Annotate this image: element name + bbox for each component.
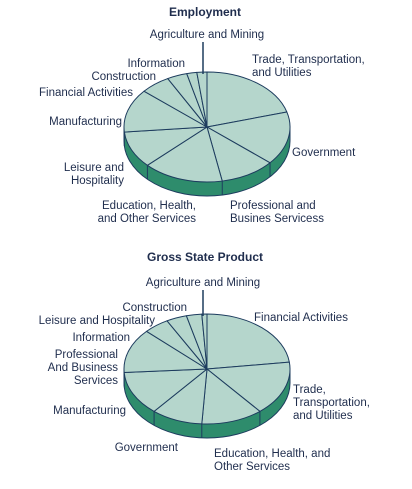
slice-financial-activities: [206, 313, 290, 370]
label-leisure-and-hospitality: Leisure and Hospitality: [39, 315, 156, 327]
chart-title-employment: Employment: [169, 5, 241, 19]
label-line: Government: [115, 442, 179, 454]
label-line: Agriculture and Mining: [146, 277, 260, 289]
label-education-health-and-other-services: Education, Health, and Other Services: [98, 200, 197, 225]
label-line: Construction: [91, 71, 156, 83]
label-line: Financial Activities: [39, 87, 133, 99]
slice-trade-transportation-and-utilities: [206, 71, 288, 128]
slice-education-health-and-other-services: [146, 126, 223, 183]
chart-title-gross-state-product: Gross State Product: [147, 250, 263, 264]
label-information: Information: [72, 332, 130, 344]
label-line: Services: [74, 375, 118, 387]
label-line: Agriculture and Mining: [150, 29, 264, 41]
label-financial-activities: Financial Activities: [254, 312, 348, 324]
label-line: Manufacturing: [49, 116, 122, 128]
slice-agriculture-and-mining: [201, 313, 208, 370]
label-professional-and-business-services: Professional And Business Services: [48, 349, 119, 387]
label-information: Information: [127, 58, 185, 70]
label-line: Trade,: [293, 384, 326, 396]
slice-manufacturing: [123, 90, 208, 133]
label-line: Hospitality: [71, 175, 124, 187]
gross-state-product-pie: [123, 290, 291, 439]
slice-government: [206, 111, 291, 164]
label-trade-transportation-and-utilities: Trade, Transportation, and Utilities: [293, 384, 370, 422]
label-leisure-and-hospitality: Leisure and Hospitality: [64, 162, 124, 187]
slice-professional-and-business-services: [123, 330, 208, 373]
label-line: Financial Activities: [254, 312, 348, 324]
label-trade-transportation-and-utilities: Trade, Transportation, and Utilities: [252, 54, 365, 79]
label-line: and Other Services: [98, 213, 197, 225]
label-line: Education, Health,: [102, 200, 196, 212]
label-line: Information: [72, 332, 130, 344]
slice-education-health-and-other-services: [201, 368, 261, 425]
label-line: Busines Servicess: [230, 213, 324, 225]
label-manufacturing: Manufacturing: [49, 116, 122, 128]
label-government: Government: [292, 147, 356, 159]
label-line: Trade, Transportation,: [252, 54, 365, 66]
slice-manufacturing: [123, 368, 208, 412]
slice-agriculture-and-mining: [196, 71, 208, 128]
label-education-health-and-other-services: Education, Health, and Other Services: [214, 448, 330, 473]
label-professional-and-busines-servicess: Professional and Busines Servicess: [230, 200, 324, 225]
label-line: Government: [292, 147, 356, 159]
label-construction: Construction: [91, 71, 156, 83]
label-line: Transportation,: [293, 397, 370, 409]
label-line: Professional: [55, 349, 118, 361]
label-manufacturing: Manufacturing: [53, 405, 126, 417]
label-construction: Construction: [122, 302, 187, 314]
label-financial-activities: Financial Activities: [39, 87, 133, 99]
label-line: Information: [127, 58, 185, 70]
label-line: Other Services: [214, 461, 290, 473]
label-line: And Business: [48, 362, 119, 374]
label-line: and Utilities: [293, 410, 353, 422]
label-line: Education, Health, and: [214, 448, 330, 460]
employment-pie: [123, 42, 291, 197]
label-line: Professional and: [230, 200, 316, 212]
label-government: Government: [115, 442, 179, 454]
label-line: Leisure and: [64, 162, 124, 174]
employment-labels: Trade, Transportation, and Utilities Gover…: [39, 29, 365, 225]
label-line: Manufacturing: [53, 405, 126, 417]
label-agriculture-and-mining: Agriculture and Mining: [150, 29, 264, 41]
label-line: and Utilities: [252, 67, 312, 79]
label-line: Leisure and Hospitality: [39, 315, 156, 327]
label-agriculture-and-mining: Agriculture and Mining: [146, 277, 260, 289]
slice-trade-transportation-and-utilities: [206, 361, 291, 412]
gross-state-product-labels: Financial Activities Trade, Transportation…: [39, 277, 370, 473]
label-line: Construction: [122, 302, 187, 314]
